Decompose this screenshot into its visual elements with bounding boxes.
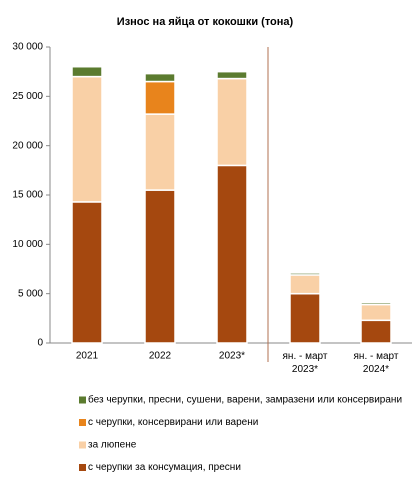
x-tick-label: ян. - март 2023*: [283, 351, 328, 375]
bar-segment: [71, 65, 103, 78]
x-tick-label: 2022: [149, 351, 172, 362]
x-tick-label: ян. - март 2024*: [354, 351, 399, 375]
y-tick-label: 5 000: [18, 288, 43, 299]
legend-swatch: [79, 419, 86, 426]
x-tick-label-line: 2024*: [363, 364, 389, 375]
bar-segment: [216, 77, 248, 167]
bar-segment: [216, 164, 248, 344]
bar-segment: [144, 80, 176, 115]
bar-segment: [289, 292, 321, 344]
x-tick-label-line: 2023*: [292, 364, 318, 375]
legend-swatch: [79, 441, 86, 449]
legend-label: за люпене: [88, 440, 137, 451]
y-tick-label: 0: [37, 338, 43, 349]
legend-label: с черупки, консервирани или варени: [88, 417, 258, 428]
bar-segment: [360, 303, 392, 322]
bar-segment: [71, 201, 103, 344]
legend-swatch: [79, 396, 86, 404]
chart-title: Износ на яйца от кокошки (тона): [117, 16, 294, 28]
x-tick-label-line: ян. - март: [354, 351, 399, 362]
bar-segment: [289, 272, 321, 276]
legend-label: без черупки, пресни, сушени, варени, зам…: [88, 394, 402, 406]
legend-swatch: [79, 464, 86, 471]
bar-segment: [144, 189, 176, 344]
x-tick-label: 2023*: [219, 351, 245, 362]
bar-segment: [71, 75, 103, 203]
y-tick-label: 15 000: [12, 190, 43, 201]
bar-segment: [289, 274, 321, 295]
y-tick-label: 20 000: [12, 140, 43, 151]
bar-segment: [360, 301, 392, 306]
y-tick-label: 25 000: [12, 91, 43, 102]
bar-segment: [144, 113, 176, 191]
bar-segment: [144, 72, 176, 83]
y-tick-label: 10 000: [12, 239, 43, 250]
bar-segment: [216, 70, 248, 80]
y-tick-label: 30 000: [12, 42, 43, 53]
x-tick-label-line: ян. - март: [283, 351, 328, 362]
bar-segment: [360, 319, 392, 344]
legend-label: с черупки за консумация, пресни: [88, 462, 241, 473]
x-tick-label: 2021: [76, 351, 99, 362]
